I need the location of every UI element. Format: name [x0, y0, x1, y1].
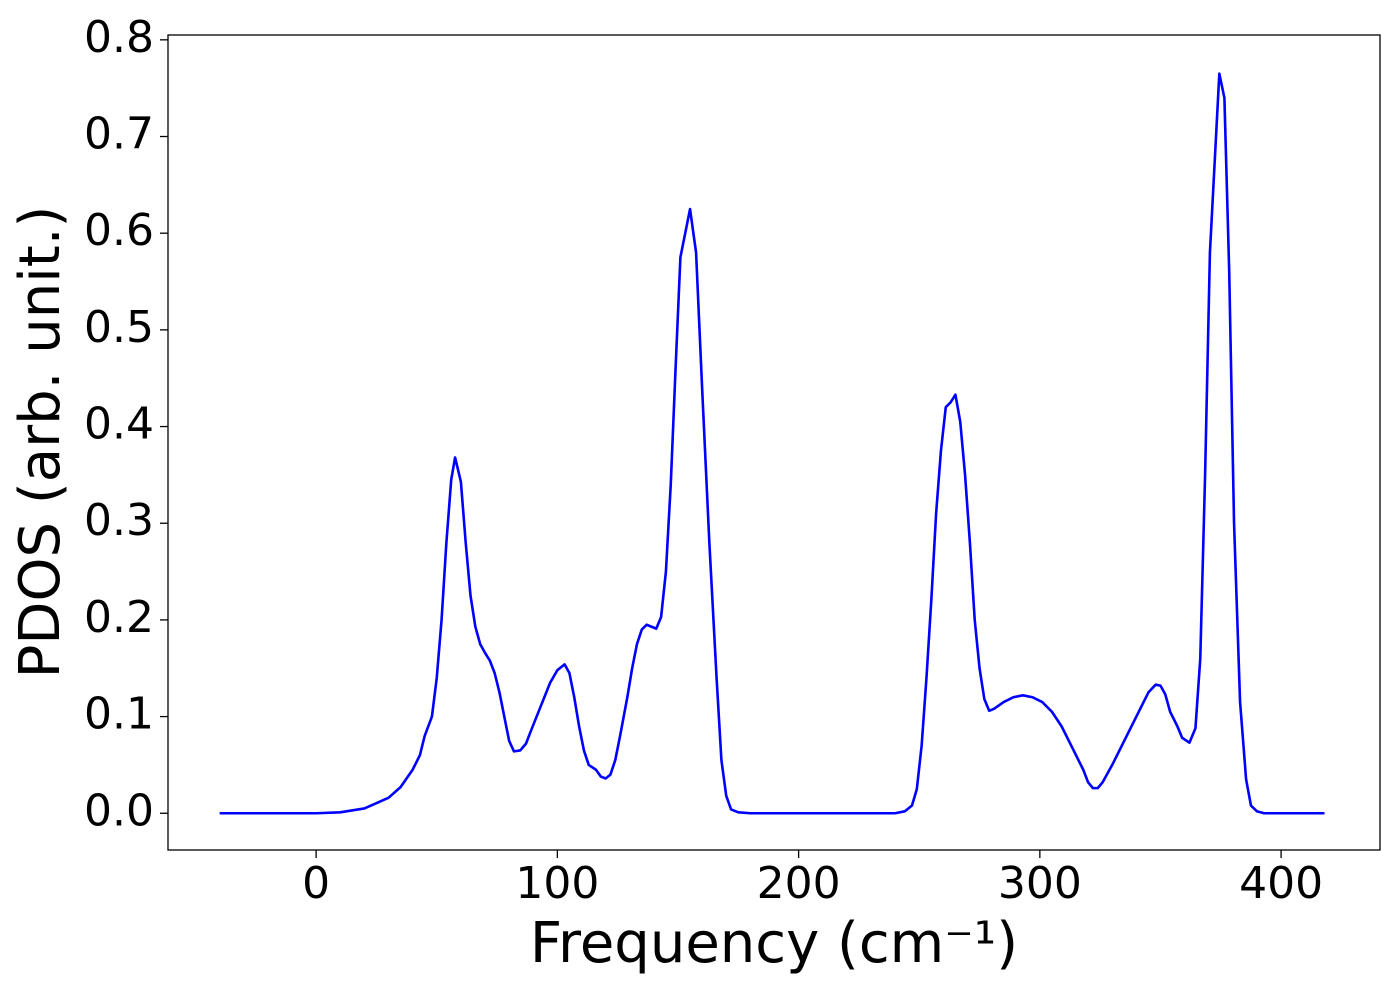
- x-tick-label: 400: [1239, 858, 1323, 909]
- y-tick-label: 0.1: [84, 689, 154, 740]
- y-tick-label: 0.7: [84, 109, 154, 160]
- x-tick-label: 300: [998, 858, 1082, 909]
- x-axis-label: Frequency (cm⁻¹): [530, 911, 1018, 976]
- y-tick-label: 0.3: [84, 495, 154, 546]
- line-series: [219, 72, 1325, 815]
- y-tick-label: 0.2: [84, 592, 154, 643]
- y-tick-label: 0.6: [84, 205, 154, 256]
- y-tick-label: 0.5: [84, 302, 154, 353]
- x-tick-label: 100: [515, 858, 599, 909]
- x-tick-label: 0: [302, 858, 330, 909]
- y-tick-label: 0.8: [84, 12, 154, 63]
- y-tick-label: 0.4: [84, 399, 154, 450]
- y-axis-label: PDOS (arb. unit.): [8, 206, 73, 679]
- plot-frame: [167, 34, 1381, 851]
- x-tick-label: 200: [757, 858, 841, 909]
- y-tick-label: 0.0: [84, 785, 154, 836]
